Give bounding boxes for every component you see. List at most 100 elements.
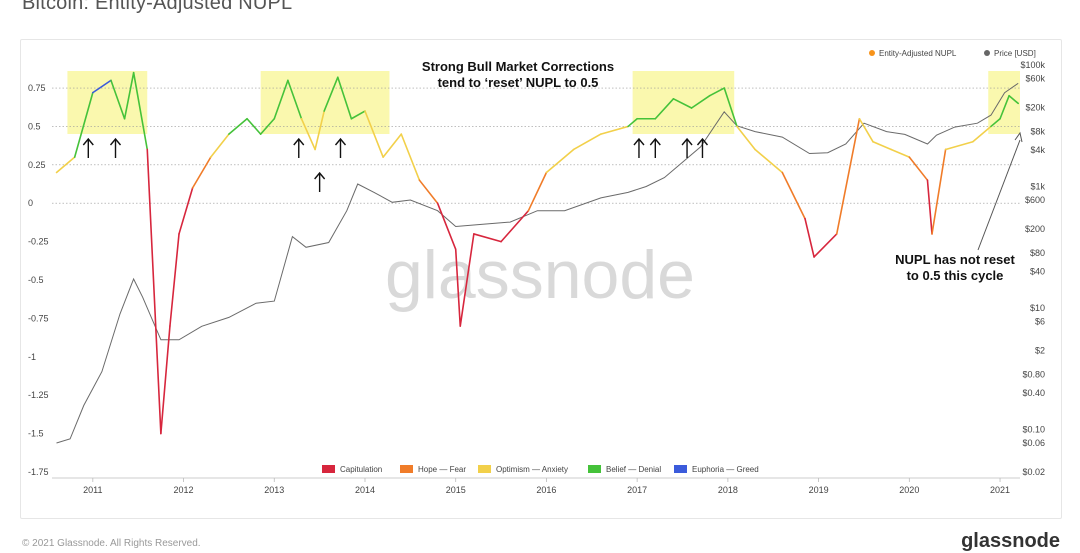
left-tick-label: 0.75 bbox=[28, 83, 46, 93]
nupl-segment bbox=[92, 79, 112, 94]
right-tick-label: $2 bbox=[1035, 345, 1045, 355]
nupl-segment bbox=[690, 94, 711, 109]
zone-legend-swatch bbox=[674, 465, 687, 473]
nupl-segment bbox=[1008, 94, 1019, 105]
legend-price-label: Price [USD] bbox=[994, 49, 1036, 58]
right-tick-label: $80 bbox=[1030, 248, 1045, 258]
left-tick-label: -1.5 bbox=[28, 429, 44, 439]
nupl-segment bbox=[400, 133, 421, 181]
nupl-segment bbox=[835, 117, 861, 235]
nupl-segment bbox=[572, 133, 602, 151]
up-arrow-head bbox=[649, 137, 661, 146]
copyright-text: © 2021 Glassnode. All Rights Reserved. bbox=[22, 538, 201, 549]
right-tick-label: $60k bbox=[1025, 73, 1045, 83]
right-axis: $100k $60k $20k $8k $4k $1k $600 $200 $80 $40 $10 $… bbox=[1020, 60, 1045, 477]
nupl-segment bbox=[872, 140, 892, 151]
nupl-segment bbox=[754, 148, 784, 174]
left-tick-label: -0.25 bbox=[28, 237, 49, 247]
page-title: Bitcoin: Entity-Adjusted NUPL bbox=[22, 0, 293, 14]
zone-legend-swatch bbox=[478, 465, 491, 473]
pointer-head bbox=[1014, 131, 1023, 143]
right-tick-label: $600 bbox=[1025, 195, 1045, 205]
x-tick-label: 2013 bbox=[264, 485, 284, 495]
brand-logo-text: glassnode bbox=[961, 530, 1060, 552]
nupl-segment bbox=[314, 110, 325, 151]
nupl-segment bbox=[804, 217, 815, 258]
left-axis: 0.75 0.5 0.25 0 -0.25 -0.5 -0.75 -1 -1.25 -1.5 -1.… bbox=[28, 83, 49, 477]
right-tick-label: $0.40 bbox=[1022, 388, 1045, 398]
nupl-segment bbox=[228, 117, 248, 135]
highlight-zone-1 bbox=[260, 71, 390, 134]
legend-nupl-dot bbox=[869, 50, 875, 56]
nupl-segment bbox=[259, 117, 276, 135]
nupl-segment bbox=[990, 117, 1001, 128]
highlight-zone-0 bbox=[67, 71, 148, 134]
left-tick-label: -1.75 bbox=[28, 467, 49, 477]
right-tick-label: $100k bbox=[1020, 60, 1045, 70]
nupl-segment bbox=[708, 87, 726, 97]
nupl-series bbox=[55, 71, 1019, 435]
nupl-segment bbox=[364, 110, 384, 158]
nupl-segment bbox=[890, 148, 911, 158]
nupl-segment bbox=[178, 187, 194, 235]
nupl-segment bbox=[123, 71, 135, 120]
annotation-pointer-line bbox=[977, 139, 1021, 251]
nupl-segment bbox=[323, 76, 339, 112]
nupl-segment bbox=[55, 156, 76, 174]
up-arrow-low-head bbox=[314, 171, 326, 180]
nupl-segment bbox=[600, 125, 629, 135]
left-tick-label: -0.5 bbox=[28, 275, 44, 285]
up-arrow-head bbox=[334, 137, 347, 146]
zone-legend: Capitulation Hope — Fear Optimism — Anxiet… bbox=[322, 465, 759, 474]
arrow-annotations bbox=[82, 131, 1023, 192]
left-tick-label: 0.25 bbox=[28, 160, 46, 170]
nupl-segment bbox=[736, 125, 756, 151]
up-arrow-head bbox=[293, 137, 305, 146]
up-arrow-head bbox=[681, 137, 693, 146]
nupl-segment bbox=[209, 133, 230, 158]
zone-legend-label: Optimism — Anxiety bbox=[496, 465, 568, 474]
right-tick-label: $10 bbox=[1030, 303, 1045, 313]
annotation-title-line1: Strong Bull Market Corrections bbox=[422, 59, 614, 74]
right-tick-label: $0.80 bbox=[1022, 370, 1045, 380]
nupl-segment bbox=[436, 202, 457, 251]
nupl-segment bbox=[931, 148, 947, 235]
nupl-segment bbox=[382, 133, 403, 158]
left-tick-label: 0.5 bbox=[28, 121, 41, 131]
x-tick-label: 2012 bbox=[174, 485, 194, 495]
nupl-segment bbox=[944, 140, 974, 151]
x-tick-label: 2011 bbox=[83, 485, 102, 495]
right-tick-label: $1k bbox=[1030, 182, 1045, 192]
zone-legend-label: Euphoria — Greed bbox=[692, 465, 759, 474]
x-tick-label: 2020 bbox=[899, 485, 919, 495]
right-tick-label: $200 bbox=[1025, 224, 1045, 234]
right-tick-label: $6 bbox=[1035, 317, 1045, 327]
nupl-segment bbox=[858, 117, 874, 143]
nupl-segment bbox=[459, 233, 475, 327]
highlight-zones bbox=[67, 71, 1020, 134]
right-tick-label: $0.10 bbox=[1022, 425, 1045, 435]
x-tick-label: 2016 bbox=[536, 485, 556, 495]
nupl-segment bbox=[972, 125, 992, 143]
nupl-segment bbox=[146, 148, 162, 435]
up-arrow-head bbox=[696, 137, 709, 146]
nupl-segment bbox=[813, 233, 838, 258]
nupl-segment bbox=[246, 117, 262, 135]
left-tick-label: -0.75 bbox=[28, 313, 49, 323]
up-arrow-head bbox=[633, 137, 645, 146]
annotation-title-line2: tend to ‘reset’ NUPL to 0.5 bbox=[438, 75, 599, 90]
annotation-cycle-line2: to 0.5 this cycle bbox=[907, 268, 1004, 283]
nupl-segment bbox=[527, 171, 548, 212]
zone-legend-label: Capitulation bbox=[340, 465, 382, 474]
x-tick-label: 2014 bbox=[355, 485, 375, 495]
nupl-segment bbox=[418, 179, 439, 205]
x-axis: 2011 2012 2013 2014 2015 2016 2017 2018 2019 2020… bbox=[52, 477, 1020, 495]
x-tick-label: 2017 bbox=[627, 485, 647, 495]
nupl-segment bbox=[654, 97, 675, 120]
nupl-segment bbox=[672, 97, 693, 109]
right-tick-label: $0.06 bbox=[1022, 438, 1045, 448]
nupl-segment bbox=[545, 148, 575, 174]
x-tick-label: 2019 bbox=[809, 485, 829, 495]
chart-card bbox=[20, 39, 1062, 519]
chart-legend: Entity-Adjusted NUPL Price [USD] bbox=[869, 49, 1036, 58]
